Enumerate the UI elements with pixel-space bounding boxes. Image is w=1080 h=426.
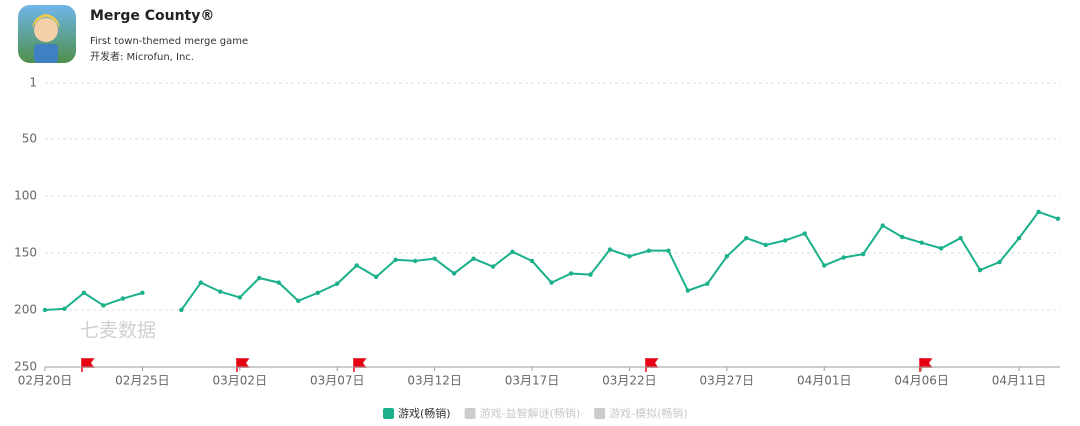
x-tick-label: 03月02日	[213, 374, 268, 388]
data-point	[997, 259, 1002, 265]
data-point	[1055, 216, 1061, 221]
legend-swatch	[383, 408, 394, 419]
data-point	[237, 295, 243, 300]
y-tick-label: 250	[14, 360, 37, 374]
data-point	[1036, 209, 1041, 215]
legend-label[interactable]: 游戏-益智解谜(畅销)	[480, 406, 581, 420]
legend-swatch	[464, 408, 476, 419]
data-point	[218, 289, 223, 294]
series-line	[44, 210, 1059, 311]
data-point	[549, 280, 554, 285]
data-point	[705, 281, 710, 286]
x-tick-label: 04月06日	[894, 374, 949, 388]
x-tick-label: 02月20日	[18, 374, 73, 388]
app-subtitle: First town-themed merge game	[90, 36, 248, 47]
data-point	[335, 281, 340, 286]
y-tick-label: 1	[29, 76, 37, 90]
data-point	[276, 280, 281, 285]
legend-label[interactable]: 游戏(畅销)	[398, 406, 451, 420]
data-point	[179, 307, 184, 313]
x-tick-label: 03月12日	[407, 374, 462, 388]
data-point	[510, 249, 515, 255]
x-tick-label: 04月01日	[797, 374, 852, 388]
data-point	[451, 271, 457, 276]
x-tick-label: 03月27日	[700, 374, 755, 388]
data-point	[490, 264, 496, 269]
data-point	[198, 280, 204, 285]
data-point	[568, 271, 574, 276]
x-tick-label: 04月11日	[992, 374, 1047, 388]
data-point	[724, 254, 730, 259]
data-point	[432, 256, 437, 261]
data-point	[257, 275, 262, 281]
y-tick-label: 150	[14, 245, 37, 259]
data-point	[101, 303, 106, 308]
data-point	[822, 263, 827, 268]
data-point	[685, 288, 691, 293]
data-point	[899, 234, 905, 240]
data-point	[783, 238, 788, 243]
data-point	[841, 255, 846, 260]
data-point	[62, 306, 67, 312]
y-tick-label: 100	[14, 188, 37, 202]
data-point	[860, 251, 866, 257]
watermark: 七麦数据	[80, 320, 156, 342]
data-point	[529, 258, 535, 264]
data-point	[81, 290, 87, 296]
data-point	[977, 267, 983, 273]
data-point	[354, 263, 359, 268]
x-tick-label: 02月25日	[115, 374, 170, 388]
data-point	[958, 235, 963, 241]
data-point	[588, 272, 593, 277]
legend-swatch	[594, 408, 606, 419]
data-point	[646, 248, 652, 253]
data-point	[471, 256, 476, 261]
y-tick-label: 50	[22, 131, 37, 145]
data-point	[393, 257, 398, 262]
event-flags	[81, 358, 933, 372]
app-icon	[18, 5, 76, 63]
x-tick-label: 03月22日	[602, 374, 657, 388]
data-point	[938, 246, 944, 251]
data-point	[763, 242, 768, 248]
data-point	[802, 231, 807, 236]
x-tick-label: 03月17日	[505, 374, 560, 388]
x-tick-label: 03月07日	[310, 374, 365, 388]
data-point	[666, 248, 671, 253]
legend-label[interactable]: 游戏-模拟(畅销)	[609, 406, 688, 420]
app-title: Merge County®	[90, 8, 214, 24]
data-point	[744, 235, 749, 241]
y-tick-label: 200	[14, 302, 37, 316]
data-point	[1016, 235, 1022, 241]
data-point	[627, 254, 632, 259]
data-point	[412, 258, 418, 264]
data-point	[880, 223, 885, 228]
data-point	[42, 307, 48, 313]
data-point	[120, 296, 126, 301]
data-point	[919, 240, 924, 245]
data-point	[140, 290, 145, 296]
data-point	[607, 247, 613, 252]
app-developer: 开发者: Microfun, Inc.	[90, 50, 194, 63]
data-point	[373, 274, 379, 280]
data-point	[315, 290, 320, 296]
data-point	[296, 298, 301, 304]
